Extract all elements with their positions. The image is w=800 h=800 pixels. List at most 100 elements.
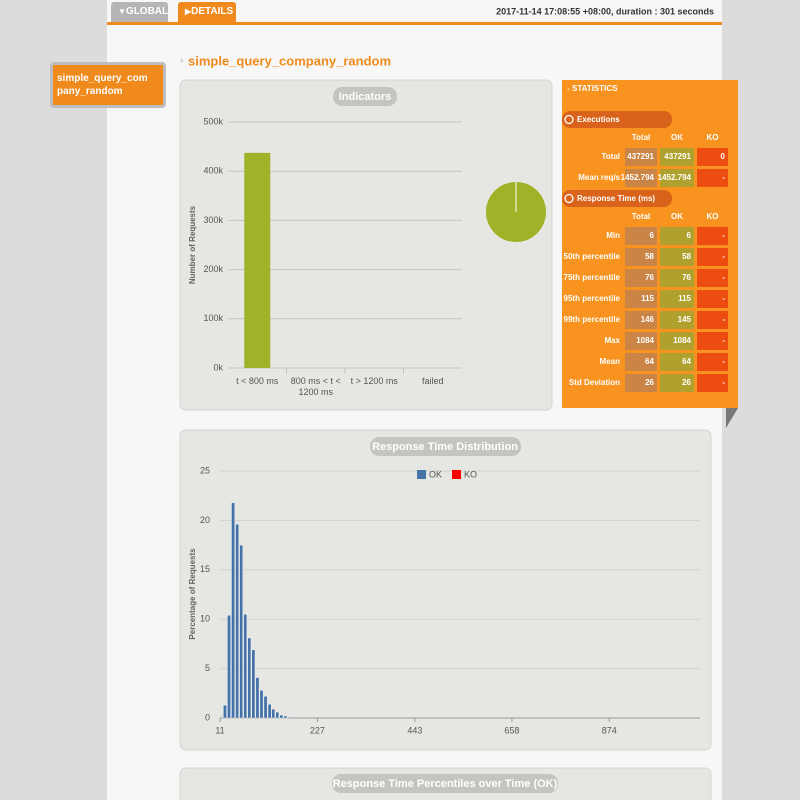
bar (271, 708, 276, 719)
stats-fold (726, 408, 738, 428)
column-header: Total (632, 212, 651, 221)
stat-value: - (722, 357, 725, 366)
row-label: Min (606, 231, 620, 240)
stat-cell (625, 148, 657, 166)
legend-label: OK (429, 469, 442, 479)
statistics-title: STATISTICS (572, 84, 618, 93)
stat-cell (660, 248, 694, 266)
stat-value: 64 (645, 357, 654, 366)
stat-value: 64 (682, 357, 691, 366)
stat-cell (697, 148, 728, 166)
stat-cell (625, 227, 657, 245)
stat-value: 1084 (673, 336, 691, 345)
bar (231, 502, 235, 719)
stat-value: 26 (682, 378, 691, 387)
stat-cell (697, 311, 728, 329)
legend-swatch (417, 470, 426, 479)
stat-value: 1452.794 (621, 173, 655, 182)
stat-cell (660, 332, 694, 350)
stat-cell (660, 227, 694, 245)
section-title: Executions (577, 115, 620, 124)
stat-cell (660, 169, 694, 187)
column-header: OK (671, 212, 683, 221)
stat-cell (625, 332, 657, 350)
stat-value: 58 (682, 252, 691, 261)
bar (223, 704, 227, 719)
stat-cell (697, 169, 728, 187)
stat-value: - (722, 294, 725, 303)
row-label: 75th percentile (564, 273, 621, 282)
stat-value: 58 (645, 252, 654, 261)
x-tick-label: 227 (310, 725, 325, 735)
bar (239, 544, 244, 719)
panel-title: Indicators (339, 91, 392, 103)
stat-value: 0 (721, 152, 726, 161)
stat-cell (697, 332, 728, 350)
column-header: OK (671, 133, 683, 142)
stat-value: 26 (645, 378, 654, 387)
stat-value: 437291 (664, 152, 691, 161)
bar (235, 524, 239, 719)
y-tick-label: 25 (200, 465, 210, 475)
stat-value: - (722, 173, 725, 182)
row-label: 50th percentile (564, 252, 621, 261)
section-icon (564, 193, 574, 204)
stat-cell (697, 227, 728, 245)
row-label: Std Deviation (569, 378, 620, 387)
stat-value: 115 (678, 294, 691, 303)
stat-cell (697, 248, 728, 266)
column-header: Total (632, 133, 651, 142)
x-tick-label: 443 (407, 725, 422, 735)
y-tick-label: 20 (200, 515, 210, 525)
y-tick-label: 15 (200, 564, 210, 574)
y-tick-label: 500k (203, 116, 223, 126)
column-header: KO (707, 133, 719, 142)
y-tick-label: 400k (203, 166, 223, 176)
bar (287, 716, 292, 719)
stat-cell (697, 374, 728, 392)
sidebar-item[interactable]: simple_query_company_random (50, 62, 166, 108)
y-axis-label: Number of Requests (188, 205, 197, 284)
stat-cell (625, 353, 657, 371)
bar (244, 152, 271, 368)
stat-value: 1084 (636, 336, 654, 345)
title-pill (370, 437, 521, 456)
x-tick-label: failed (421, 376, 444, 386)
bar (279, 714, 284, 719)
stat-value: 115 (641, 294, 654, 303)
y-tick-label: 300k (203, 215, 223, 225)
stat-cell (697, 290, 728, 308)
stat-value: - (722, 315, 725, 324)
stat-cell (625, 169, 657, 187)
stat-cell (660, 311, 694, 329)
details-tab[interactable]: DETAILS (178, 2, 236, 22)
y-tick-label: 10 (200, 614, 210, 624)
bar (275, 711, 280, 719)
row-label: 95th percentile (564, 294, 621, 303)
row-label: Mean (600, 357, 621, 366)
bar (255, 677, 260, 719)
global-tab[interactable]: GLOBAL (111, 2, 168, 22)
section-title: Response Time (ms) (577, 194, 655, 203)
y-tick-label: 200k (203, 264, 223, 274)
section-icon (564, 114, 574, 125)
panel-title: Response Time Distribution (372, 441, 518, 453)
stat-value: 437291 (627, 152, 654, 161)
stat-cell (660, 353, 694, 371)
stat-cell (625, 269, 657, 287)
stat-cell (660, 148, 694, 166)
y-axis-label: Percentage of Requests (188, 548, 197, 640)
x-tick-label: t < 800 ms (236, 376, 279, 386)
stat-value: - (722, 231, 725, 240)
stats-arrow: › (567, 86, 570, 93)
stat-cell (625, 248, 657, 266)
page-title: simple_query_company_random (188, 53, 391, 68)
stat-cell (625, 374, 657, 392)
x-tick-label: 11 (215, 725, 224, 735)
stat-cell (697, 269, 728, 287)
stat-value: 76 (645, 273, 654, 282)
indicators-panel (179, 79, 553, 411)
bar (263, 696, 268, 719)
bar (227, 615, 231, 719)
column-header: KO (707, 212, 719, 221)
